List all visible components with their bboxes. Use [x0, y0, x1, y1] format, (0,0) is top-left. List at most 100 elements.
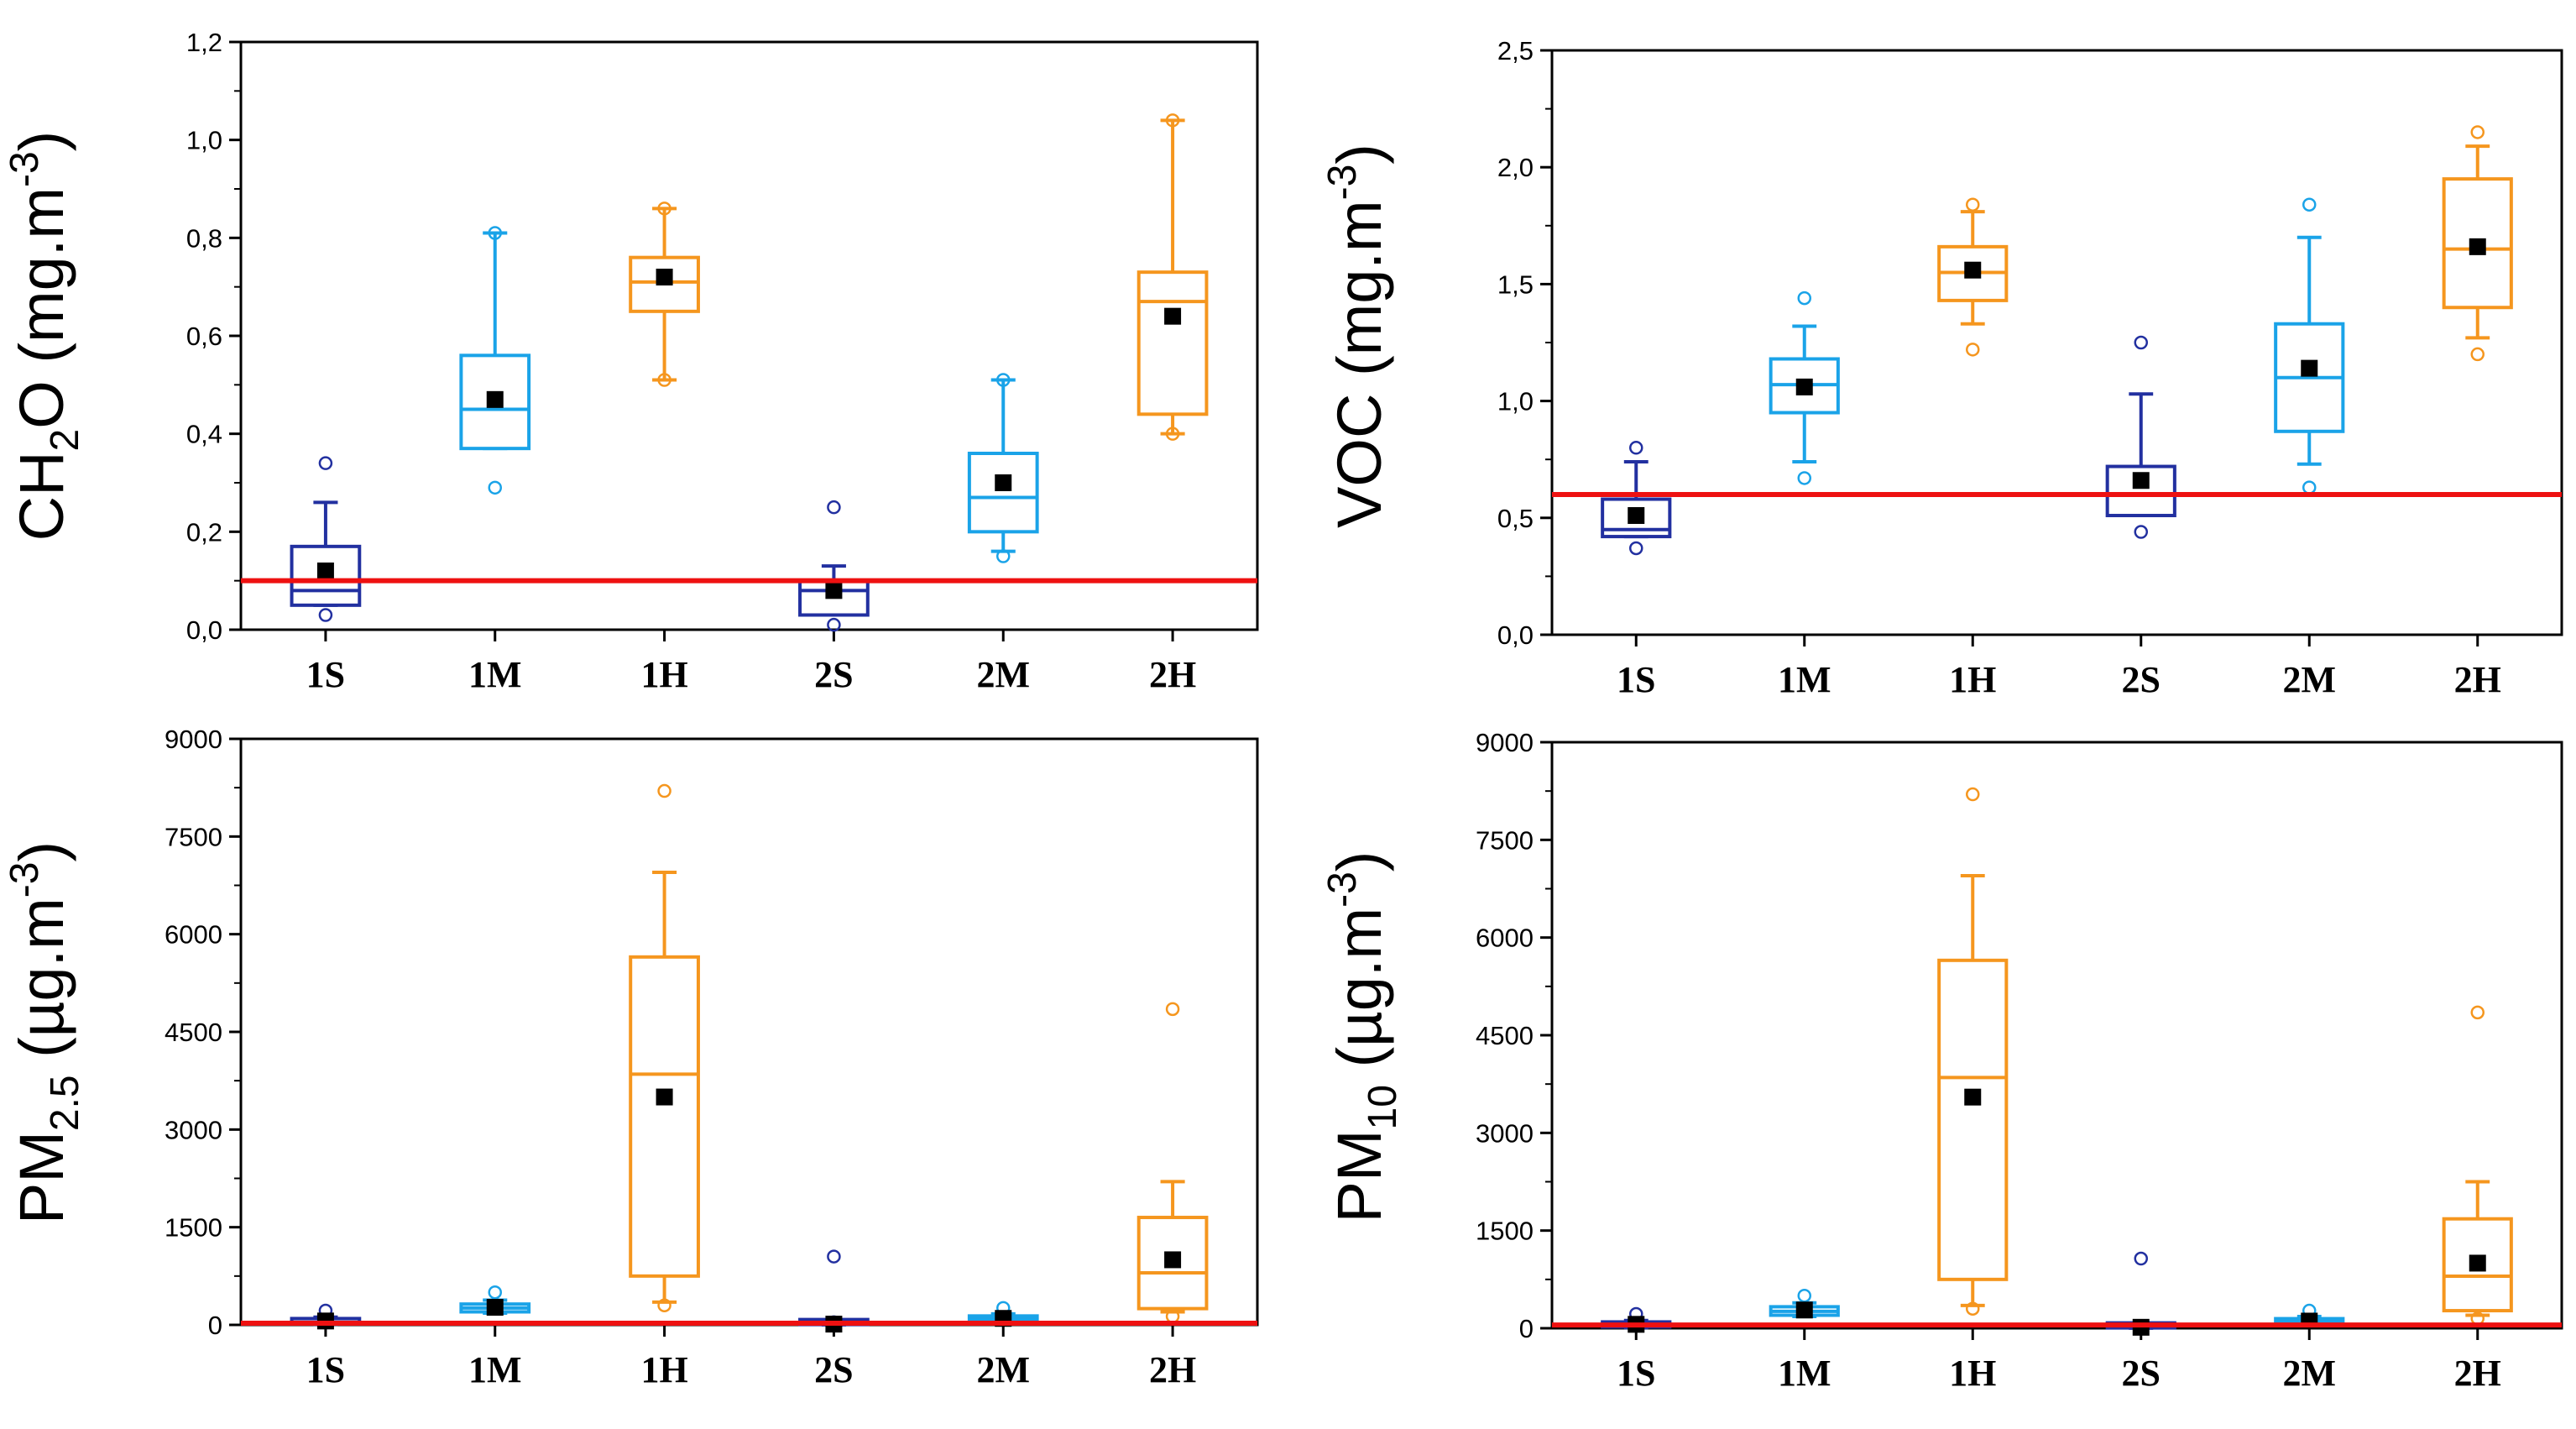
x-tick-label-1s: 1S [306, 654, 345, 695]
box-body [629, 255, 700, 313]
mean-marker [1164, 307, 1182, 325]
x-tick-label-2s: 2S [2122, 1353, 2161, 1394]
y-tick-label: 0,4 [186, 420, 222, 449]
mean-marker [995, 474, 1012, 491]
box-2h [1136, 1002, 1209, 1324]
plot-frame [1550, 741, 2563, 1330]
box-body [629, 955, 700, 1278]
outlier-point [2134, 525, 2148, 539]
x-tick-label-2h: 2H [2454, 1353, 2501, 1394]
mean-marker [2301, 359, 2318, 377]
mean-marker [1164, 1251, 1182, 1269]
mean-marker [1795, 1301, 1813, 1319]
outlier-point [1165, 1002, 1180, 1017]
outlier-point [2470, 347, 2485, 362]
x-tick-label-2m: 2M [2282, 659, 2336, 700]
chart-pm25: 0 1500 3000 4500 6000 7500 9000 1S 1M 1H 2S 2M 2H PM2… [3, 725, 1259, 1390]
x-tick-label-2m: 2M [976, 654, 1030, 695]
y-tick-label: 0 [1519, 1314, 1534, 1343]
box-1m [459, 226, 531, 495]
outlier-point [2134, 335, 2148, 350]
y-tick-label: 0,0 [186, 615, 222, 645]
y-axis-label: CH2O (mg.m-3) [3, 131, 87, 542]
box-2s [798, 500, 870, 632]
outlier-point [488, 226, 502, 240]
mean-marker [1964, 1088, 1982, 1106]
y-tick-label: 9000 [1476, 728, 1534, 757]
outlier-point [657, 1298, 671, 1312]
mean-marker [2469, 1254, 2486, 1272]
outlier-point [996, 373, 1011, 387]
outlier-point [827, 1249, 841, 1264]
outlier-point [1797, 291, 1811, 306]
chart-ch2o: 0,0 0,2 0,4 0,6 0,8 1,0 1,2 1S 1M 1H 2S 2M 2H CH2O (m… [3, 28, 1259, 695]
outlier-point [1966, 1301, 1980, 1316]
box-1h [629, 783, 700, 1312]
mean-marker [1964, 261, 1982, 279]
y-axis-label: PM10 (µg.m-3) [1320, 851, 1405, 1223]
box-1m [459, 1285, 531, 1316]
box-1s [290, 456, 362, 622]
outlier-point [1165, 427, 1180, 441]
x-tick-label-1s: 1S [1617, 659, 1655, 700]
plot-frame [1550, 49, 2563, 636]
outlier-point [488, 480, 502, 495]
y-tick-label: 1,2 [186, 28, 222, 57]
y-tick-label: 2,5 [1497, 36, 1534, 65]
box-body [967, 452, 1039, 534]
y-tick-label: 3000 [165, 1115, 222, 1144]
x-tick-label-1s: 1S [1617, 1353, 1655, 1394]
mean-marker [825, 582, 843, 599]
outlier-point [996, 549, 1011, 563]
x-tick-label-1h: 1H [1949, 659, 1996, 700]
outlier-point [2302, 197, 2317, 212]
outlier-point [827, 617, 841, 632]
plot-frame [239, 40, 1259, 631]
y-tick-label: 0,5 [1497, 504, 1534, 533]
box-1m [1769, 291, 1840, 485]
box-2s [2105, 335, 2176, 539]
mean-marker [2132, 472, 2150, 489]
box-body [1937, 958, 2009, 1281]
x-tick-label-1m: 1M [468, 654, 522, 695]
x-tick-label-1h: 1H [640, 654, 687, 695]
x-tick-label-1m: 1M [1778, 659, 1831, 700]
outlier-point [2470, 125, 2485, 139]
outlier-point [657, 783, 671, 798]
mean-marker [316, 563, 334, 579]
x-tick-label-2s: 2S [814, 654, 853, 695]
x-tick-label-2h: 2H [2454, 659, 2501, 700]
outlier-point [1966, 343, 1980, 357]
x-tick-label-1m: 1M [1778, 1353, 1831, 1394]
y-tick-label: 0 [208, 1311, 222, 1340]
y-tick-label: 4500 [1476, 1021, 1534, 1050]
outlier-point [1165, 113, 1180, 128]
x-tick-label-2m: 2M [2282, 1353, 2336, 1394]
box-1m [1769, 1288, 1840, 1319]
box-2m [967, 373, 1039, 563]
box-body [1136, 270, 1209, 416]
y-axis-label: PM2.5 (µg.m-3) [3, 841, 87, 1224]
box-2s [798, 1249, 870, 1333]
mean-marker [486, 390, 504, 408]
box-2h [2442, 125, 2513, 362]
y-tick-label: 3000 [1476, 1118, 1534, 1148]
y-tick-label: 1500 [1476, 1217, 1534, 1246]
y-tick-label: 0,2 [186, 517, 222, 547]
chart-voc: 0,0 0,5 1,0 1,5 2,0 2,5 1S 1M 1H 2S 2M 2H VOC (mg.m-… [1320, 36, 2563, 700]
y-tick-label: 6000 [165, 920, 222, 950]
box-2h [2442, 1005, 2513, 1326]
y-tick-label: 2,0 [1497, 153, 1534, 182]
y-tick-label: 1,0 [1497, 387, 1534, 416]
box-2m [967, 1301, 1039, 1327]
outlier-point [1629, 541, 1643, 556]
x-tick-label-2s: 2S [814, 1349, 853, 1390]
outlier-point [1629, 441, 1643, 455]
y-tick-label: 0,8 [186, 223, 222, 253]
x-tick-label-1s: 1S [306, 1349, 345, 1390]
mean-marker [1795, 378, 1813, 395]
x-tick-label-2m: 2M [976, 1349, 1030, 1390]
outlier-point [657, 202, 671, 216]
outlier-point [657, 373, 671, 387]
